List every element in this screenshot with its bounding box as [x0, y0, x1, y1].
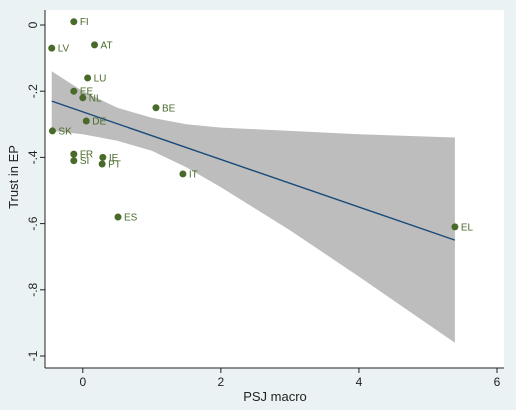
- point-label: ES: [124, 212, 138, 223]
- data-point: [70, 87, 78, 95]
- point-label: IE: [109, 153, 119, 164]
- data-point: [82, 117, 90, 125]
- point-label: FR: [80, 150, 93, 161]
- point-label: FI: [80, 17, 89, 28]
- x-axis-label: PSJ macro: [243, 389, 307, 404]
- point-label: NL: [89, 93, 102, 104]
- point-label: BE: [162, 103, 176, 114]
- confidence-band-layer: [51, 71, 455, 343]
- data-point: [79, 94, 87, 102]
- point-label: SK: [58, 126, 72, 137]
- data-point: [179, 170, 187, 178]
- y-tick-label: -.8: [26, 282, 40, 296]
- x-tick-label: 4: [356, 375, 363, 389]
- x-tick-label: 0: [79, 375, 86, 389]
- fit-line: [51, 100, 456, 241]
- y-tick-label: -.6: [26, 216, 40, 230]
- point-label: LU: [94, 73, 107, 84]
- point-label: DE: [92, 116, 106, 127]
- data-point: [70, 157, 78, 165]
- data-point: [152, 104, 160, 112]
- point-label: SI: [80, 156, 89, 167]
- point-label: PT: [108, 160, 121, 171]
- x-tick-label: 6: [494, 375, 501, 389]
- axes-layer: 0 2 4 6 0 -.2 -.4 -.6 -.8 -1: [26, 10, 504, 389]
- x-tick-label: 2: [218, 375, 225, 389]
- fit-line-layer: [51, 100, 456, 241]
- data-point: [48, 44, 56, 52]
- data-point: [91, 41, 99, 49]
- data-point: [48, 127, 56, 135]
- y-tick-label: -.2: [26, 84, 40, 98]
- data-point: [70, 150, 78, 158]
- point-label: EE: [80, 87, 94, 98]
- data-point: [98, 160, 106, 168]
- data-point: [114, 213, 122, 221]
- y-tick-label: -.4: [26, 150, 40, 164]
- data-point: [70, 18, 78, 26]
- point-label: AT: [101, 40, 113, 51]
- y-tick-label: 0: [26, 21, 40, 28]
- y-axis-label: Trust in EP: [6, 145, 21, 209]
- point-label: IT: [189, 169, 198, 180]
- data-point: [99, 153, 107, 161]
- point-label: LV: [58, 44, 70, 55]
- data-point: [84, 74, 92, 82]
- point-label: EL: [461, 222, 474, 233]
- y-tick-label: -1: [26, 350, 40, 361]
- data-point: [451, 223, 459, 231]
- confidence-band: [51, 71, 455, 343]
